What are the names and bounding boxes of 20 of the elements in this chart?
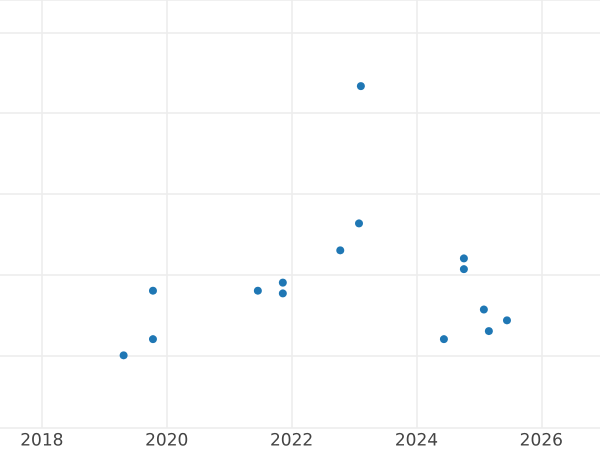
point	[356, 82, 365, 90]
point	[355, 219, 363, 228]
point	[440, 335, 448, 344]
point	[460, 265, 468, 274]
x-tick-label: 2018	[20, 430, 64, 450]
point	[480, 306, 488, 314]
point	[148, 286, 157, 295]
x-tick-label: 2026	[520, 430, 563, 450]
point	[254, 286, 262, 295]
x-tick-label: 2024	[394, 430, 438, 450]
x-tick-label: 2020	[145, 430, 188, 450]
point	[278, 289, 287, 298]
point	[484, 327, 493, 336]
x-tick-label: 2022	[270, 430, 314, 450]
point	[148, 335, 157, 344]
point	[278, 278, 287, 287]
point	[502, 316, 511, 324]
point	[336, 246, 344, 254]
point	[460, 254, 468, 262]
point	[120, 351, 128, 360]
